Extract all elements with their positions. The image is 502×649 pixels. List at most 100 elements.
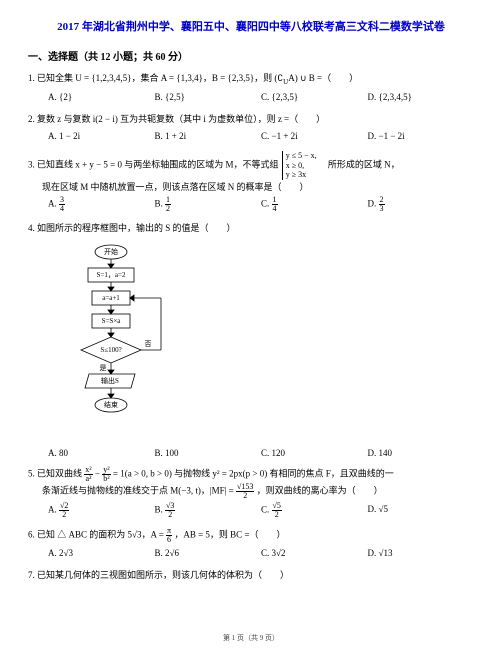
q6-choices: A. 2√3 B. 2√6 C. 3√2 D. √13 [28,546,474,560]
q2-a: A. 1 − 2i [48,129,155,143]
frac-y2b2: y²b² [102,466,110,483]
sys-line1: y ≤ 5 − x, [286,151,317,160]
q6-num: 6. [28,529,35,539]
q5-c: C. √52 [261,502,368,519]
frac-x2a2: x²a² [84,466,92,483]
page-footer: 第 1 页（共 9 页） [0,633,502,643]
q5-line2: 条渐近线与抛物线的准线交于点 M(−3, t)，|MF| = √1532 ，则双… [28,483,474,500]
flowchart-diagram: 开始 S=1，a=2 a=a+1 S=S×a S≤100? 否 是 输出S 结束 [56,242,474,444]
frac-den: b² [102,475,110,483]
inequality-system: y ≤ 5 − x, x ≥ 0, y ≥ 3x [282,151,317,180]
q5-b-label: B. [155,504,163,514]
q7-num: 7. [28,570,35,580]
q6-text: 已知 △ ABC 的面积为 5√3，A = [37,529,166,539]
sys-line3: y ≥ 3x [286,170,306,179]
fc-start: 开始 [104,247,118,256]
q2-choices: A. 1 − 2i B. 1 + 2i C. −1 + 2i D. −1 − 2… [28,129,474,143]
section-heading: 一、选择题（共 12 小题；共 60 分） [28,48,474,63]
q3-choices: A. 34 B. 12 C. 14 D. 23 [28,196,474,213]
frac-den: 6 [166,536,172,544]
q3-num: 3. [28,160,35,170]
q5-choices: A. √22 B. √32 C. √52 D. √5 [28,502,474,519]
q5-d: D. √5 [368,502,475,519]
frac-den: 4 [59,205,65,213]
q6-b: B. 2√6 [155,546,262,560]
q3-b: B. 12 [155,196,262,213]
frac-pi6: π6 [166,527,172,544]
fc-no: 否 [145,340,152,348]
frac-den: 3 [379,205,385,213]
q1-num: 1. [28,73,35,83]
frac-icon: 12 [165,196,171,213]
question-3: 3. 已知直线 x + y − 5 = 0 与两坐标轴围成的区域为 M，不等式组… [28,151,474,213]
sys-line2: x ≥ 0, [286,161,304,170]
q1-d: D. {2,3,4,5} [368,90,475,104]
q7-text: 已知某几何体的三视图如图所示，则该几何体的体积为（ ） [37,570,289,580]
q4-a: A. 80 [48,448,155,458]
q3-a-label: A. [48,199,57,209]
q3-d-label: D. [368,199,377,209]
question-1: 1. 已知全集 U = {1,2,3,4,5}，集合 A = {1,3,4}，B… [28,71,474,104]
fc-yes: 是 [100,364,107,372]
frac-icon: √22 [59,502,69,519]
q5-num: 5. [28,468,35,478]
frac-den: 2 [59,511,69,519]
q1-text2: A) ∪ B =（ ） [288,73,358,83]
frac-icon: 34 [59,196,65,213]
q2-d: D. −1 − 2i [368,129,475,143]
q2-num: 2. [28,114,35,124]
frac-den: 4 [272,205,278,213]
q3-d: D. 23 [368,196,475,213]
q4-text: 如图所示的程序框图中，输出的 S 的值是（ ） [37,223,236,233]
q3-line2: 现在区域 M 中随机放置一点，则该点落在区域 N 的概率是（ ） [28,180,474,194]
q1-text: 已知全集 U = {1,2,3,4,5}，集合 A = {1,3,4}，B = … [37,73,283,83]
question-6: 6. 已知 △ ABC 的面积为 5√3，A = π6 ，AB = 5，则 BC… [28,527,474,560]
q1-choices: A. {2} B. {2,5} C. {2,3,5} D. {2,3,4,5} [28,90,474,104]
fc-init: S=1，a=2 [97,271,126,279]
fc-output: 输出S [101,376,119,385]
q3-c-label: C. [261,199,269,209]
q2-text: 复数 z 与复数 i(2 − i) 互为共轭复数（其中 i 为虚数单位），则 z… [37,114,325,124]
frac-den: 2 [165,205,171,213]
frac-den: 2 [272,511,282,519]
q1-b: B. {2,5} [155,90,262,104]
q6-a: A. 2√3 [48,546,155,560]
q3-a: A. 34 [48,196,155,213]
q3-b-label: B. [155,199,163,209]
q5-c-label: C. [261,504,269,514]
q6-c: C. 3√2 [261,546,368,560]
frac-den: 2 [236,492,254,500]
q3-c: C. 14 [261,196,368,213]
flowchart-svg: 开始 S=1，a=2 a=a+1 S=S×a S≤100? 否 是 输出S 结束 [56,242,206,442]
fc-assign1: a=a+1 [102,294,120,302]
fc-assign2: S=S×a [102,317,122,325]
q5-b: B. √32 [155,502,262,519]
question-7: 7. 已知某几何体的三视图如图所示，则该几何体的体积为（ ） [28,568,474,582]
q4-choices: A. 80 B. 100 C. 120 D. 140 [28,448,474,458]
frac-den: a² [84,475,92,483]
q5-text3: 条渐近线与抛物线的准线交于点 M(−3, t)，|MF| = [42,485,236,495]
q4-num: 4. [28,223,35,233]
fc-end: 结束 [104,400,118,409]
q5-a-label: A. [48,504,57,514]
exam-title: 2017 年湖北省荆州中学、襄阳五中、襄阳四中等八校联考高三文科二模数学试卷 [28,18,474,34]
q1-c: C. {2,3,5} [261,90,368,104]
q5-text2: = 1(a > 0, b > 0) 与抛物线 y² = 2px(p > 0) 有… [113,468,394,478]
q2-b: B. 1 + 2i [155,129,262,143]
q2-c: C. −1 + 2i [261,129,368,143]
q3-text2: 所形成的区域 N， [319,160,400,170]
q3-text: 已知直线 x + y − 5 = 0 与两坐标轴围成的区域为 M，不等式组 [37,160,278,170]
frac-mf: √1532 [236,483,254,500]
q4-d: D. 140 [368,448,475,458]
q5-text4: ，则双曲线的离心率为（ ） [257,485,383,495]
q5-text1: 已知双曲线 [37,468,84,478]
q6-d: D. √13 [368,546,475,560]
q4-b: B. 100 [155,448,262,458]
q5-a: A. √22 [48,502,155,519]
question-4: 4. 如图所示的程序框图中，输出的 S 的值是（ ） [28,221,474,235]
frac-den: 2 [165,511,175,519]
question-2: 2. 复数 z 与复数 i(2 − i) 互为共轭复数（其中 i 为虚数单位），… [28,112,474,143]
q1-a: A. {2} [48,90,155,104]
question-5: 5. 已知双曲线 x²a² − y²b² = 1(a > 0, b > 0) 与… [28,466,474,519]
q6-text2: ，AB = 5，则 BC =（ ） [174,529,285,539]
